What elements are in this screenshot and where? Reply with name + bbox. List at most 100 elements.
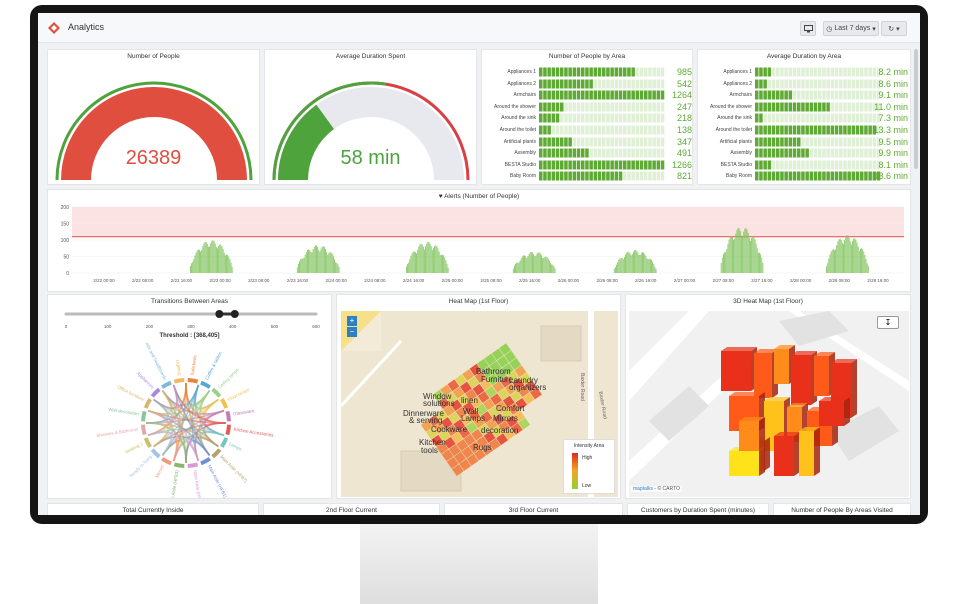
bar-cell: [872, 148, 877, 158]
activity-bar: [852, 241, 853, 273]
bar-label: Around the toilet: [715, 127, 752, 133]
bar-cell: [660, 67, 665, 77]
activity-bar: [337, 264, 339, 273]
chord-arc[interactable]: [187, 378, 199, 384]
activity-bar: [427, 241, 429, 273]
activity-bar: [537, 252, 539, 273]
download-button[interactable]: ↧: [877, 316, 899, 329]
chord-arc[interactable]: [150, 387, 161, 398]
heatmap-panel: Heat Map (1st Floor) Bathroom Furniture La…: [336, 294, 621, 499]
chord-arc[interactable]: [187, 462, 199, 468]
bar-cell: [797, 148, 801, 158]
bar-row: Appliances 1 985: [482, 67, 692, 77]
bar-cell: [788, 102, 793, 112]
zoom-in-button[interactable]: +: [347, 316, 357, 326]
bar-cell: [784, 90, 788, 100]
chord-arc[interactable]: [220, 398, 229, 409]
transitions-slider[interactable]: 0 100 200 300 400 500 600: [48, 305, 332, 350]
chord-arc[interactable]: [220, 437, 229, 448]
activity-bar: [653, 264, 655, 273]
bar-cell: [788, 171, 793, 181]
chord-arc[interactable]: [143, 398, 152, 409]
bar-cells: [539, 67, 665, 77]
bar-cell: [589, 148, 593, 158]
chord-arc[interactable]: [161, 457, 172, 466]
bar-cell: [656, 171, 661, 181]
tv-mode-button[interactable]: [800, 21, 816, 36]
chord-arc[interactable]: [211, 387, 222, 398]
refresh-button[interactable]: ↻ ▾: [881, 21, 907, 36]
activity-bar: [322, 246, 324, 273]
bar-cell: [627, 102, 631, 112]
bar-cell: [555, 79, 560, 89]
bar-cell: [652, 160, 656, 170]
bar-cell: [581, 171, 585, 181]
dashboard-title[interactable]: Analytics: [68, 22, 105, 32]
bar-cell: [797, 102, 801, 112]
heat-cell: [435, 409, 448, 422]
activity-bar: [647, 259, 649, 273]
x-tick-label: 2/27 00:00: [674, 278, 696, 283]
bar-cell: [551, 148, 556, 158]
chord-arc[interactable]: [200, 457, 211, 466]
heat-cell: [475, 403, 488, 416]
bar-cell: [543, 113, 547, 123]
legend-high: High: [582, 455, 593, 461]
slider-handle-max[interactable]: [230, 310, 239, 318]
chord-arc[interactable]: [141, 410, 147, 422]
slider-handle-min[interactable]: [215, 310, 224, 318]
chord-arc[interactable]: [211, 448, 222, 459]
activity-bar: [417, 249, 419, 273]
bar-cell: [805, 67, 809, 77]
heat-cell: [447, 379, 460, 392]
chord-arc[interactable]: [225, 424, 231, 436]
activity-bar: [436, 246, 438, 273]
chord-arc[interactable]: [143, 437, 152, 448]
activity-bar: [327, 254, 329, 273]
bar-cell: [872, 171, 877, 181]
bar-cell: [805, 137, 809, 147]
bar-cell: [809, 160, 814, 170]
activity-bar: [721, 257, 723, 273]
activity-bar: [628, 252, 630, 273]
chord-arc[interactable]: [225, 410, 231, 422]
bar-row: Around the toilet 138: [482, 125, 692, 135]
activity-bar: [638, 255, 640, 273]
bar-cell: [830, 148, 835, 158]
activity-bar: [444, 257, 446, 273]
bar-cell: [652, 113, 656, 123]
activity-bar: [222, 249, 224, 273]
activity-bar: [725, 252, 727, 273]
activity-bar: [867, 265, 869, 273]
map-canvas[interactable]: Bathroom Furniture Laundry organizers Window…: [341, 311, 618, 497]
top-bar: Analytics ◷ Last 7 days ▾ ↻ ▾: [38, 13, 920, 43]
bar-cell: [813, 79, 818, 89]
map3d-canvas[interactable]: ↧ maptalks - © CARTO: [629, 311, 909, 497]
chord-arc[interactable]: [173, 462, 185, 468]
bar-cell: [635, 79, 640, 89]
activity-bar: [419, 244, 421, 273]
activity-bar: [634, 250, 635, 273]
bar-cell: [843, 79, 847, 89]
chord-arc[interactable]: [141, 424, 147, 436]
heat-cell: [458, 426, 471, 439]
bar-cell: [826, 113, 830, 123]
maptalks-link[interactable]: maptalks: [633, 486, 654, 492]
time-range-picker[interactable]: ◷ Last 7 days ▾: [823, 21, 879, 36]
bar-cell: [576, 160, 581, 170]
activity-bar: [849, 241, 851, 273]
heat-cell: [522, 392, 535, 405]
x-tick-label: 2/28 08:00: [829, 278, 851, 283]
bar-cell: [627, 67, 631, 77]
zoom-out-button[interactable]: −: [347, 327, 357, 337]
chord-arc[interactable]: [173, 378, 185, 384]
chord-arc[interactable]: [161, 380, 172, 389]
chord-arc[interactable]: [150, 448, 161, 459]
scrollbar[interactable]: [914, 49, 918, 169]
bar-cells: [539, 125, 665, 135]
bar-value: 138: [676, 125, 692, 135]
chord-arc[interactable]: [200, 380, 211, 389]
bar-cell: [631, 160, 635, 170]
bar-cell: [851, 67, 856, 77]
app-logo-icon[interactable]: [48, 22, 60, 34]
